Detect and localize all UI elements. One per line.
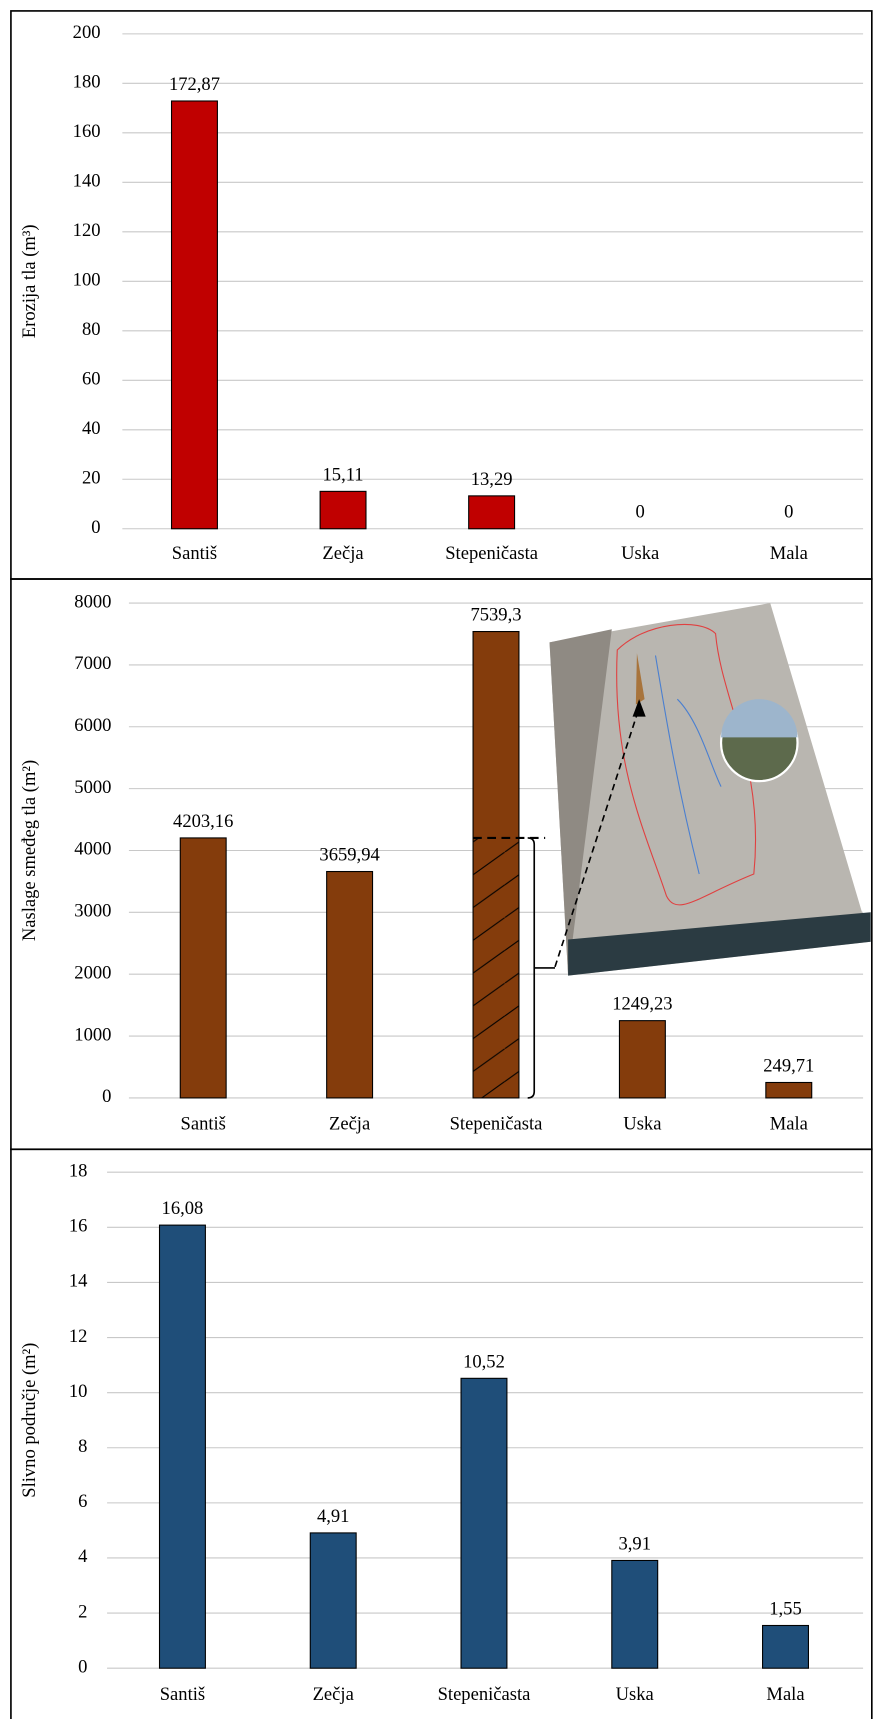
x-tick-label: Zečja bbox=[329, 1114, 370, 1135]
value-label: 3659,94 bbox=[319, 844, 379, 865]
value-label: 4203,16 bbox=[173, 811, 233, 832]
arrowhead bbox=[632, 699, 646, 717]
x-tick-label: Santiš bbox=[172, 543, 217, 564]
terrain-shadow bbox=[549, 629, 612, 976]
y-tick-label: 8 bbox=[78, 1436, 87, 1457]
y-tick-label: 120 bbox=[73, 220, 101, 241]
bar bbox=[618, 1020, 666, 1099]
y-tick-label: 14 bbox=[69, 1271, 88, 1292]
y-tick-label: 40 bbox=[82, 418, 101, 439]
y-tick-label: 18 bbox=[69, 1160, 88, 1181]
y-tick-label: 2 bbox=[78, 1601, 87, 1622]
y-tick-label: 16 bbox=[69, 1216, 88, 1237]
y-axis-label: Erozija tla (m³) bbox=[19, 224, 40, 338]
bar bbox=[158, 1224, 206, 1669]
y-axis-label: Slivno područje (m²) bbox=[19, 1343, 40, 1498]
y-tick-label: 4000 bbox=[74, 839, 111, 860]
y-tick-label: 5000 bbox=[74, 777, 111, 798]
y-tick-label: 180 bbox=[73, 72, 101, 93]
bracket bbox=[527, 837, 536, 1099]
bar bbox=[309, 1532, 357, 1669]
bar bbox=[765, 1081, 813, 1099]
bar bbox=[179, 837, 227, 1099]
y-tick-label: 80 bbox=[82, 319, 101, 340]
y-tick-label: 6 bbox=[78, 1491, 87, 1512]
y-tick-label: 10 bbox=[69, 1381, 88, 1402]
bar bbox=[611, 1559, 659, 1669]
y-tick-label: 4 bbox=[78, 1546, 87, 1567]
bar bbox=[319, 490, 367, 530]
value-label: 15,11 bbox=[323, 464, 364, 485]
x-tick-label: Mala bbox=[766, 1684, 804, 1705]
y-tick-label: 0 bbox=[78, 1656, 87, 1677]
y-tick-label: 160 bbox=[73, 121, 101, 142]
x-tick-label: Uska bbox=[616, 1684, 654, 1705]
y-tick-label: 6000 bbox=[74, 715, 111, 736]
bar bbox=[170, 100, 218, 530]
bar bbox=[468, 495, 516, 530]
y-tick-label: 8000 bbox=[74, 591, 111, 612]
bar bbox=[326, 870, 374, 1099]
hatched-part bbox=[473, 837, 519, 1098]
y-tick-label: 140 bbox=[73, 171, 101, 192]
value-label: 4,91 bbox=[317, 1506, 349, 1527]
x-tick-label: Stepeničasta bbox=[438, 1684, 531, 1705]
value-label: 249,71 bbox=[763, 1055, 814, 1076]
x-tick-label: Mala bbox=[770, 543, 808, 564]
value-label: 7539,3 bbox=[470, 605, 521, 626]
streams bbox=[654, 655, 722, 875]
x-tick-label: Stepeničasta bbox=[450, 1114, 543, 1135]
x-tick-label: Santiš bbox=[160, 1684, 205, 1705]
value-label: 16,08 bbox=[162, 1198, 204, 1219]
panel-border bbox=[10, 1148, 873, 1719]
y-tick-label: 0 bbox=[102, 1086, 111, 1107]
y-tick-label: 60 bbox=[82, 369, 101, 390]
value-label: 0 bbox=[784, 502, 793, 523]
x-tick-label: Santiš bbox=[181, 1114, 226, 1135]
y-tick-label: 7000 bbox=[74, 653, 111, 674]
x-tick-label: Uska bbox=[623, 1114, 661, 1135]
y-tick-label: 3000 bbox=[74, 901, 111, 922]
y-tick-label: 200 bbox=[73, 22, 101, 43]
y-axis-label: Naslage smeđeg tla (m²) bbox=[19, 760, 40, 941]
x-tick-label: Mala bbox=[770, 1114, 808, 1135]
y-tick-label: 2000 bbox=[74, 962, 111, 983]
x-tick-label: Zečja bbox=[313, 1684, 354, 1705]
value-label: 10,52 bbox=[463, 1351, 505, 1372]
value-label: 1,55 bbox=[769, 1598, 801, 1619]
bar bbox=[460, 1377, 508, 1669]
sky bbox=[721, 699, 798, 738]
x-tick-label: Stepeničasta bbox=[445, 543, 538, 564]
arrow bbox=[554, 707, 640, 968]
y-tick-label: 1000 bbox=[74, 1024, 111, 1045]
bar bbox=[762, 1624, 809, 1669]
value-label: 172,87 bbox=[169, 74, 220, 95]
x-tick-label: Uska bbox=[621, 543, 659, 564]
catchment-outline bbox=[616, 623, 757, 906]
panel-border bbox=[10, 10, 873, 580]
sea bbox=[568, 912, 871, 976]
y-tick-label: 0 bbox=[91, 517, 100, 538]
terrain bbox=[549, 603, 871, 976]
value-label: 3,91 bbox=[619, 1533, 651, 1554]
deposit bbox=[635, 653, 645, 705]
x-tick-label: Zečja bbox=[322, 543, 363, 564]
value-label: 0 bbox=[636, 502, 645, 523]
y-tick-label: 12 bbox=[69, 1326, 88, 1347]
y-tick-label: 100 bbox=[73, 270, 101, 291]
value-label: 13,29 bbox=[471, 469, 513, 490]
y-tick-label: 20 bbox=[82, 468, 101, 489]
photo-inset bbox=[549, 603, 871, 976]
value-label: 1249,23 bbox=[612, 994, 672, 1015]
